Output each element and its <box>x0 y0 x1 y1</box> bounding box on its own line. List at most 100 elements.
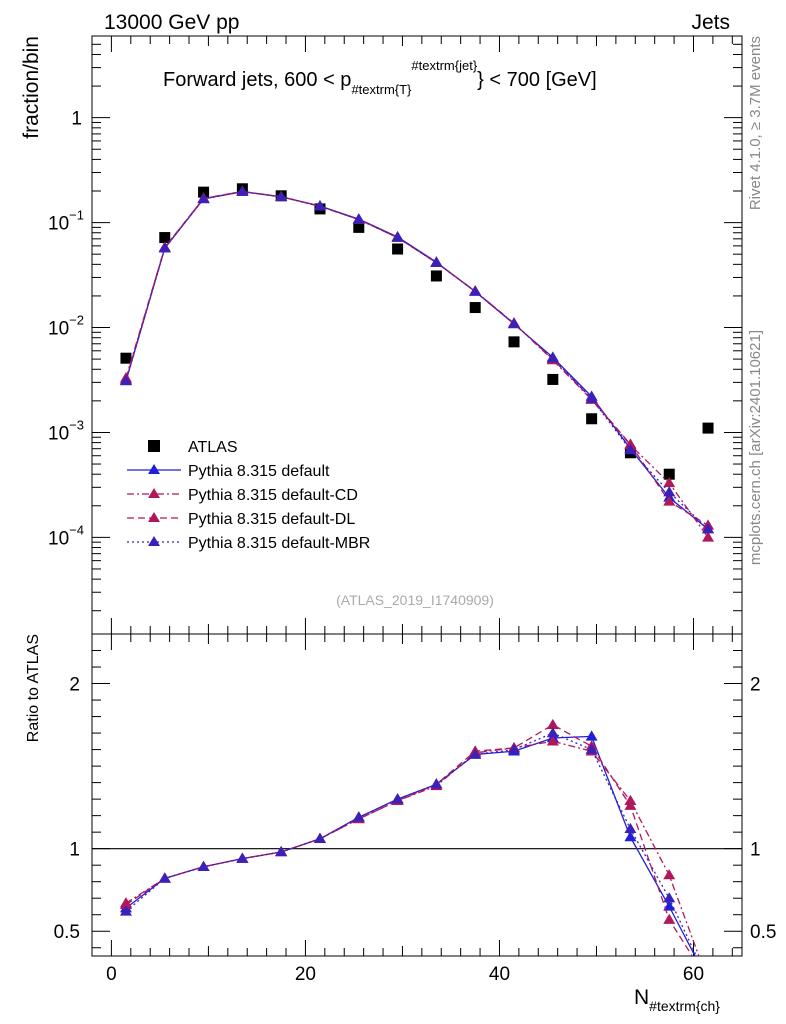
ratio-point <box>352 811 365 822</box>
legend-swatch-marker <box>148 464 160 474</box>
main-ytick-label: 10−4 <box>48 522 84 549</box>
main-axis-ticks: 10−410−310−210−11 <box>48 36 742 634</box>
ratio-point <box>313 832 326 843</box>
ratio-plot-frame <box>91 633 743 957</box>
ratio-series-line <box>125 724 694 956</box>
ratio-xtick-label: 40 <box>489 964 510 985</box>
main-ytick-base: 10 <box>48 319 69 340</box>
main-point-mc <box>702 531 715 542</box>
main-point-mc <box>663 476 676 488</box>
main-point-atlas <box>508 336 520 348</box>
ratio-series-line <box>125 735 696 956</box>
main-point-mc <box>275 190 288 202</box>
main-point-atlas <box>120 352 132 364</box>
main-point-mc <box>430 256 443 267</box>
ratio-axis-ticks: 0.5 0.51 12 20 20 40 60 <box>54 634 776 985</box>
ratio-point <box>663 869 676 880</box>
ratio-ytick-label-right: 2 <box>750 675 761 696</box>
main-point-mc <box>585 392 598 403</box>
legend-label: Pythia 8.315 default-CD <box>188 487 358 504</box>
main-ytick-label: 10−2 <box>48 313 84 340</box>
ratio-point <box>546 718 559 730</box>
ratio-point <box>624 822 637 834</box>
ratio-point <box>430 778 443 789</box>
main-title-end: } < 700 [GeV] <box>477 69 597 91</box>
legend-label: ATLAS <box>188 439 238 456</box>
legend-swatch-marker <box>148 488 160 498</box>
main-series-line <box>125 190 709 538</box>
legend-label: Pythia 8.315 default-DL <box>188 511 355 528</box>
main-ytick-exp: −4 <box>69 522 84 537</box>
main-point-mc <box>313 200 326 211</box>
main-point-mc <box>663 495 676 506</box>
side-label-top: Rivet 4.1.0, ≥ 3.7M events <box>747 36 764 210</box>
main-ytick-base: 10 <box>48 528 69 549</box>
ratio-xtick-label: 20 <box>295 964 316 985</box>
legend: ATLAS Pythia 8.315 default Pythia 8.315 de… <box>127 439 370 552</box>
ratio-point <box>119 898 132 910</box>
main-title: Forward jets, 600 < p#textrm{T} #textrm{j… <box>163 58 597 97</box>
legend-swatch-marker <box>148 536 160 546</box>
main-point-mc <box>236 185 249 196</box>
side-label-bottom: mcplots.cern.ch [arXiv:2401.10621] <box>747 330 764 565</box>
main-point-mc <box>197 192 210 204</box>
ratio-ytick-label-right: 1 <box>750 840 761 861</box>
main-point-atlas <box>663 468 675 480</box>
main-ytick-base: 10 <box>48 214 69 235</box>
main-ylabel: fraction/bin <box>20 36 43 139</box>
main-point-mc <box>702 523 715 534</box>
ratio-xlabel: N#textrm{ch} <box>634 986 720 1014</box>
main-data-marks <box>119 183 715 542</box>
ratio-ytick-label-right: 0.5 <box>750 922 776 943</box>
main-series-line <box>125 191 709 530</box>
ratio-ytick-label: 0.5 <box>54 922 80 943</box>
main-point-atlas <box>430 270 442 282</box>
ratio-series-group <box>119 718 700 956</box>
ratio-series-line <box>125 740 700 956</box>
ratio-ytick-label: 1 <box>69 840 80 861</box>
main-point-mc <box>352 213 365 224</box>
legend-swatch-atlas <box>148 440 160 452</box>
ratio-data-marks <box>119 718 700 956</box>
ratio-point <box>236 852 249 863</box>
main-point-mc <box>624 444 637 455</box>
ratio-point <box>158 872 171 883</box>
main-point-atlas <box>159 232 171 244</box>
ratio-point <box>624 831 637 842</box>
ratio-xtick-label: 0 <box>106 964 117 985</box>
main-ytick-label: 1 <box>71 109 82 130</box>
ratio-point <box>546 727 559 738</box>
ratio-point <box>663 900 676 911</box>
ratio-ytick-label: 2 <box>69 675 80 696</box>
main-ytick-label: 10−1 <box>48 208 84 235</box>
main-title-main: Forward jets, 600 < p <box>163 69 351 91</box>
legend-label: Pythia 8.315 default-MBR <box>188 535 370 552</box>
ratio-xlabel-main: N <box>634 986 649 1009</box>
ratio-point <box>585 743 598 754</box>
ratio-point <box>391 793 404 804</box>
main-ytick-exp: −2 <box>69 313 84 328</box>
main-point-mc <box>119 374 132 386</box>
main-ytick-label: 10−3 <box>48 417 84 444</box>
ratio-point <box>624 799 637 810</box>
main-point-mc <box>508 317 521 328</box>
main-ytick-exp: −1 <box>69 208 84 223</box>
ratio-point <box>663 892 676 903</box>
ratio-point <box>663 913 676 924</box>
main-point-atlas <box>392 243 404 255</box>
main-ytick-exp: −3 <box>69 417 84 432</box>
main-point-atlas <box>353 221 365 233</box>
main-point-mc <box>391 231 404 242</box>
ratio-point <box>508 743 521 754</box>
main-point-mc <box>469 285 482 296</box>
main-point-atlas <box>469 302 481 314</box>
main-point-mc <box>158 242 171 253</box>
main-point-atlas <box>547 373 559 385</box>
main-point-atlas <box>586 413 598 425</box>
ratio-ylabel: Ratio to ATLAS <box>25 634 42 742</box>
main-point-atlas <box>702 422 714 434</box>
main-ytick-base: 10 <box>48 423 69 444</box>
main-title-sub: #textrm{T} <box>351 82 412 97</box>
ratio-point <box>197 860 210 872</box>
